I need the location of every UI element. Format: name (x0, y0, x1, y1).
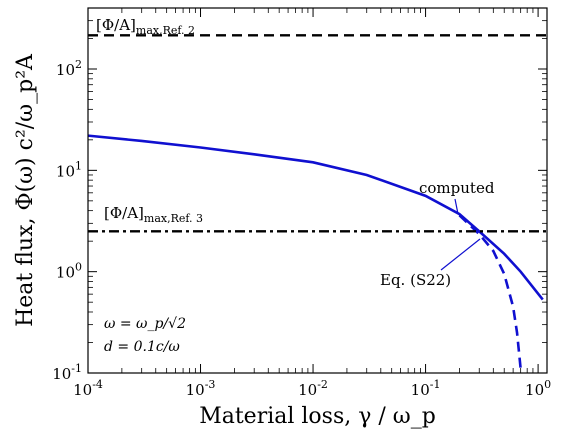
y-tick-base: 10 (56, 162, 75, 180)
x-tick-label: 10-2 (298, 378, 328, 399)
annotation-omega: ω = ω_p/√2 (104, 316, 186, 332)
y-tick-exp: 2 (75, 58, 82, 71)
annotation-ref2-sub: max,Ref. 2 (136, 24, 195, 37)
annotation-d: d = 0.1c/ω (104, 339, 180, 355)
y-tick-exp: 1 (75, 159, 82, 172)
y-tick-exp: 0 (75, 261, 82, 274)
x-tick-label: 10-4 (73, 378, 103, 399)
series-line-0 (87, 134, 544, 301)
annotation-ref2-main: [Φ/A] (96, 16, 136, 34)
x-tick-base: 10 (298, 381, 317, 399)
series-layer (87, 34, 547, 369)
leader-line-eq (440, 238, 481, 271)
y-tick-label: 101 (56, 159, 82, 180)
y-tick-base: 10 (52, 365, 71, 383)
x-tick-exp: 0 (544, 378, 551, 391)
leader-line-computed (454, 198, 459, 215)
x-tick-label: 10-1 (411, 378, 441, 399)
y-axis-title: Heat flux, Φ(ω) c²/ω_p²A (13, 53, 38, 327)
plot-frame (87, 7, 548, 374)
series-line-1 (458, 214, 522, 369)
annotation-ref3: [Φ/A]max,Ref. 3 (104, 204, 203, 225)
annotation-eq-s22: Eq. (S22) (380, 271, 451, 289)
x-tick-exp: -3 (205, 378, 216, 391)
x-tick-label: 100 (525, 378, 551, 399)
y-tick-label: 100 (56, 261, 82, 282)
x-axis-title: Material loss, γ / ω_p (199, 404, 436, 429)
annotation-ref2: [Φ/A]max,Ref. 2 (96, 16, 195, 37)
x-tick-base: 10 (73, 381, 92, 399)
annotation-computed: computed (419, 179, 495, 197)
x-tick-exp: -4 (92, 378, 103, 391)
x-tick-base: 10 (186, 381, 205, 399)
y-tick-base: 10 (56, 61, 75, 79)
annotation-ref3-sub: max,Ref. 3 (144, 212, 203, 225)
ticks-layer (87, 7, 547, 374)
y-tick-base: 10 (56, 264, 75, 282)
x-tick-base: 10 (525, 381, 544, 399)
y-tick-label: 102 (56, 58, 82, 79)
x-tick-label: 10-3 (186, 378, 216, 399)
x-tick-base: 10 (411, 381, 430, 399)
x-tick-exp: -2 (317, 378, 328, 391)
x-tick-exp: -1 (430, 378, 441, 391)
y-tick-exp: -1 (71, 362, 82, 375)
y-tick-label: 10-1 (52, 362, 82, 383)
annotation-ref3-main: [Φ/A] (104, 204, 144, 222)
